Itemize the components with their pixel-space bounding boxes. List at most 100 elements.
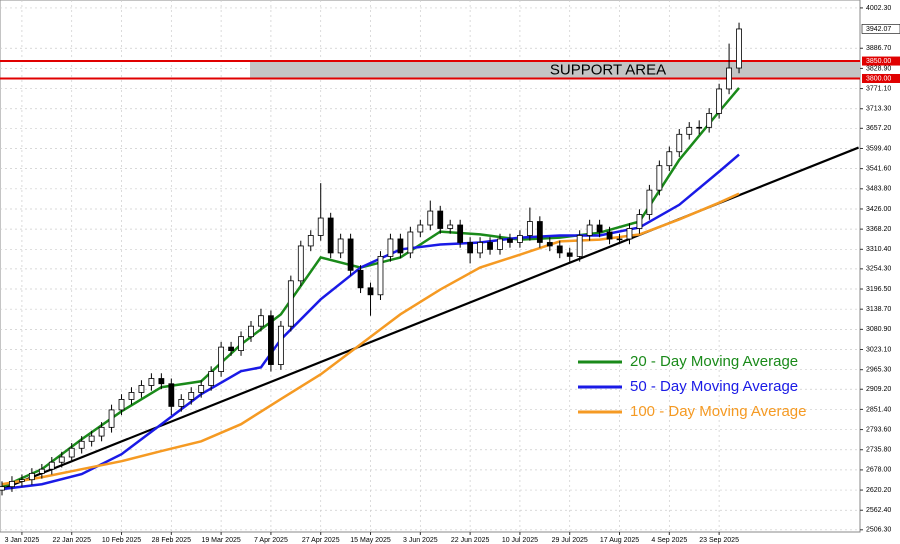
y-tick-label: 3599.40	[866, 145, 891, 152]
support-area	[250, 61, 860, 79]
candle-body	[646, 189, 653, 215]
candle-body	[188, 392, 195, 400]
candle-body	[0, 486, 5, 491]
candle-body	[656, 165, 663, 191]
y-tick-label: 3541.60	[866, 165, 891, 172]
candle-body	[706, 112, 713, 128]
candle-body	[576, 235, 583, 257]
candle-body	[108, 409, 115, 428]
x-tick-label: 22 Jun 2025	[451, 537, 490, 544]
candle-body	[148, 378, 155, 386]
candle-body	[397, 238, 404, 254]
candle-body	[556, 245, 563, 254]
candle-body	[228, 346, 234, 351]
y-tick-label: 2620.20	[866, 487, 891, 494]
candle-body	[517, 235, 523, 243]
candle-body	[596, 224, 603, 233]
y-tick-label: 3713.30	[866, 106, 891, 113]
x-tick-label: 28 Feb 2025	[152, 537, 191, 544]
y-tick-label: 3310.40	[866, 246, 891, 253]
x-tick-label: 7 Apr 2025	[254, 537, 288, 544]
y-tick-label: 2562.40	[866, 507, 891, 514]
candle-body	[68, 447, 75, 458]
last-price-label: 3942.07	[866, 26, 891, 33]
moving-average-line	[1, 192, 740, 486]
y-tick-label: 2965.30	[866, 367, 891, 374]
candle-body	[606, 231, 613, 240]
price-box	[861, 24, 900, 34]
candle-body	[38, 468, 45, 474]
candle-body	[417, 224, 424, 233]
x-tick-label: 19 Mar 2025	[201, 537, 240, 544]
y-tick-label: 2678.00	[866, 467, 891, 474]
candle-body	[327, 217, 334, 254]
candle-body	[666, 151, 673, 167]
candle-body	[736, 28, 742, 69]
candle-body	[198, 385, 205, 393]
candle-body	[347, 238, 354, 271]
candle-body	[258, 315, 264, 327]
support-label: SUPPORT AREA	[550, 62, 666, 79]
y-tick-label: 3080.90	[866, 326, 891, 333]
candle-body	[427, 210, 434, 226]
y-tick-label: 3886.70	[866, 45, 891, 52]
candle-body	[546, 242, 553, 247]
candle-body	[208, 371, 215, 386]
x-tick-label: 10 Jul 2025	[502, 537, 538, 544]
y-tick-label: 3771.10	[866, 85, 891, 92]
candle-body	[58, 456, 65, 463]
candle-body	[19, 479, 25, 482]
candle-body	[218, 346, 225, 372]
x-tick-label: 4 Sep 2025	[651, 537, 687, 544]
candle-body	[377, 256, 384, 296]
candle-body	[128, 392, 135, 400]
candle-body	[48, 461, 55, 470]
y-tick-label: 2851.40	[866, 406, 891, 413]
candle-body	[497, 238, 503, 250]
candle-body	[487, 242, 493, 250]
candle-body	[716, 88, 723, 114]
candle-body	[138, 385, 145, 393]
y-tick-label: 3196.50	[866, 286, 891, 293]
candle-body	[387, 238, 394, 257]
candle-body	[357, 269, 364, 289]
candle-body	[686, 126, 693, 135]
x-tick-label: 29 Jul 2025	[552, 537, 588, 544]
x-tick-label: 10 Feb 2025	[102, 537, 141, 544]
candle-body	[636, 214, 643, 229]
candle-body	[626, 228, 633, 240]
candle-body	[268, 315, 274, 365]
y-tick-label: 2793.60	[866, 426, 891, 433]
candle-body	[507, 238, 513, 243]
y-tick-label: 3138.70	[866, 306, 891, 313]
candle-body	[287, 280, 294, 327]
candle-body	[457, 224, 464, 243]
candle-body	[118, 399, 125, 411]
x-tick-label: 15 May 2025	[350, 537, 391, 544]
candle-body	[586, 224, 593, 236]
candle-body	[726, 67, 732, 90]
candle-body	[168, 383, 175, 407]
candle-body	[676, 133, 683, 153]
candle-body	[447, 224, 454, 229]
candle-body	[158, 378, 165, 385]
candle-body	[98, 426, 105, 437]
candle-body	[526, 221, 533, 236]
y-tick-label: 2909.20	[866, 386, 891, 393]
y-tick-label: 3483.80	[866, 186, 891, 193]
y-tick-label: 4002.30	[866, 5, 891, 12]
candle-body	[616, 238, 623, 241]
y-tick-label: 3657.20	[866, 125, 891, 132]
candle-body	[178, 399, 185, 407]
candle-body	[407, 231, 414, 254]
legend-label: 50 - Day Moving Average	[630, 378, 798, 395]
y-tick-label: 2506.30	[866, 527, 891, 534]
candle-body	[367, 287, 374, 296]
y-tick-label: 3368.20	[866, 226, 891, 233]
candle-body	[477, 242, 483, 254]
candle-body	[297, 245, 304, 282]
candle-body	[307, 235, 314, 247]
legend-label: 100 - Day Moving Average	[630, 403, 807, 420]
candle-body	[437, 210, 444, 229]
